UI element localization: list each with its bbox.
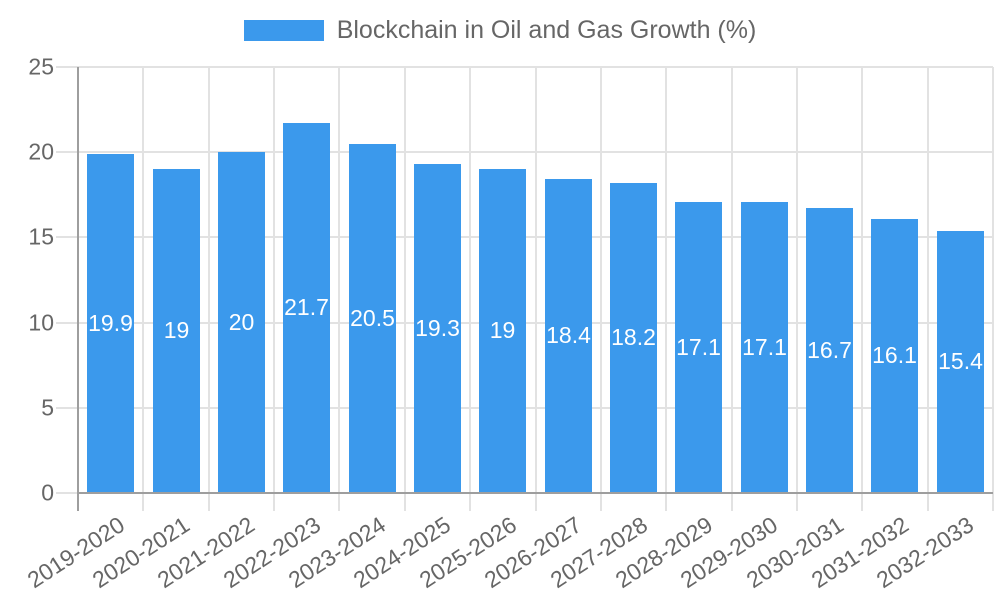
bar[interactable]: 21.7 [283, 123, 330, 492]
y-tick-label: 15 [28, 223, 54, 250]
x-gridline [273, 67, 275, 511]
legend-swatch [243, 20, 324, 41]
bar[interactable]: 20 [218, 152, 265, 492]
bar[interactable]: 16.1 [871, 219, 918, 492]
y-tick-label: 25 [28, 53, 54, 80]
bar[interactable]: 16.7 [806, 208, 853, 492]
chart-legend[interactable]: Blockchain in Oil and Gas Growth (%) [0, 16, 1000, 45]
bar[interactable]: 19.3 [414, 164, 461, 492]
bar-value-label: 18.4 [546, 322, 591, 348]
bar[interactable]: 18.2 [610, 183, 657, 492]
y-gridline [56, 66, 993, 68]
bar-value-label: 19 [163, 317, 190, 343]
x-gridline [535, 67, 537, 511]
bar-value-label: 16.7 [807, 336, 852, 363]
y-tick-label: 0 [41, 479, 54, 506]
y-tick-label: 5 [41, 394, 54, 421]
legend-label: Blockchain in Oil and Gas Growth (%) [336, 16, 757, 44]
x-gridline [208, 67, 210, 511]
x-axis-line [77, 492, 993, 494]
bar[interactable]: 19.9 [87, 154, 134, 492]
bar-value-label: 19.3 [415, 314, 460, 341]
y-tick-label: 20 [28, 138, 54, 165]
x-gridline [927, 67, 929, 511]
bar[interactable]: 18.4 [545, 179, 592, 492]
bar[interactable]: 19 [153, 169, 200, 492]
bar-value-label: 15.4 [938, 348, 983, 374]
x-gridline [142, 67, 144, 511]
bar[interactable]: 19 [479, 169, 526, 492]
bar[interactable]: 17.1 [675, 202, 722, 492]
bar-value-label: 19 [489, 317, 516, 343]
bar[interactable]: 17.1 [741, 202, 788, 492]
x-gridline [992, 67, 994, 511]
y-axis-line [77, 67, 79, 511]
y-tick-label: 10 [28, 309, 54, 336]
bar-value-label: 18.2 [611, 324, 656, 350]
x-gridline [665, 67, 667, 511]
bar-value-label: 17.1 [676, 333, 721, 360]
x-gridline [600, 67, 602, 511]
bar-value-label: 17.1 [742, 333, 787, 360]
bar[interactable]: 15.4 [937, 231, 984, 492]
bar-value-label: 16.1 [872, 342, 917, 368]
bar-value-label: 20.5 [350, 304, 395, 331]
x-gridline [861, 67, 863, 511]
bar-value-label: 20 [228, 308, 255, 335]
x-gridline [404, 67, 406, 511]
x-gridline [731, 67, 733, 511]
bar[interactable]: 20.5 [349, 144, 396, 492]
x-gridline [338, 67, 340, 511]
y-gridline [56, 151, 993, 153]
x-gridline [469, 67, 471, 511]
bar-value-label: 19.9 [88, 309, 133, 336]
bar-value-label: 21.7 [284, 294, 329, 320]
x-gridline [796, 67, 798, 511]
